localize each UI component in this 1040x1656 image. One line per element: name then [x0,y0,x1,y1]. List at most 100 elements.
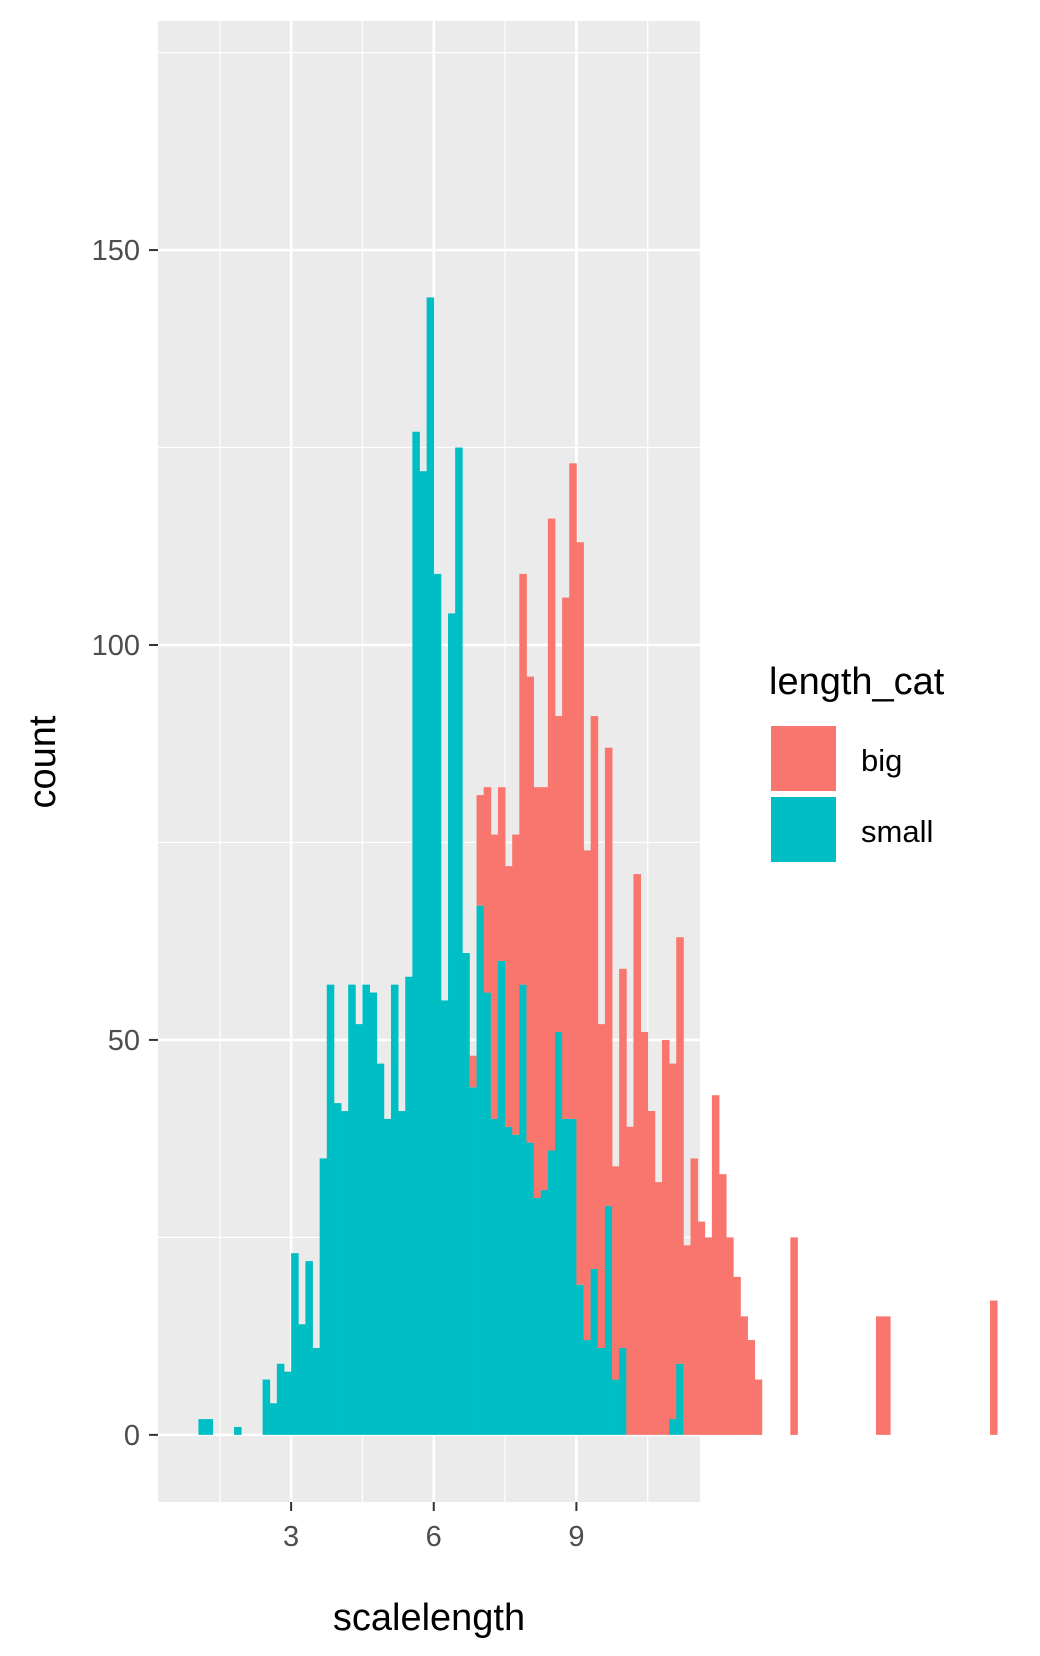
bar-big [711,1095,720,1435]
bar-big [519,573,527,985]
x-axis-title: scalelength [333,1597,525,1639]
bar-big [626,1126,634,1435]
bar-small [547,1150,556,1435]
bar-big [654,1182,663,1435]
bar-small [590,1268,599,1435]
y-tick-label: 50 [108,1025,140,1057]
bar-big [883,1316,891,1435]
legend: length_cat big small [769,661,945,862]
bar-big [497,787,506,961]
bar-big [505,866,513,1127]
y-axis-title: count [22,715,64,808]
bar-big [676,937,684,1364]
bar-small [305,1261,313,1435]
bar-small [476,905,485,1435]
bar-small [569,1118,577,1435]
bar-big [990,1300,998,1435]
bar-small [355,1024,363,1435]
bar-small [440,1000,449,1435]
bar-small [526,1142,534,1435]
bar-big [633,874,641,1435]
legend-swatch-big [771,726,836,791]
bar-small [326,984,335,1435]
bar-small [390,984,399,1435]
y-tick-label: 100 [92,630,140,662]
bar-small [376,1063,385,1435]
bar-big [612,1166,620,1380]
bar-small [198,1419,206,1435]
bar-small [262,1379,271,1435]
bar-small [490,1118,499,1435]
bar-big [554,716,563,1033]
bar-small [533,1197,542,1435]
bar-small [604,1205,613,1435]
legend-title: length_cat [769,661,945,703]
bar-small [512,1134,520,1435]
bar-small [619,1347,627,1435]
bar-big [754,1379,763,1435]
bar-big [476,795,485,906]
bar-small [269,1403,278,1435]
bar-big [747,1340,756,1435]
bar-small [669,1419,677,1435]
bar-small [462,953,470,1435]
bar-big [533,787,542,1198]
bar-small [540,1190,549,1435]
bar-big [726,1237,734,1435]
axes: 0 50 100 150 3 6 9 [92,235,585,1553]
bar-big [512,834,520,1135]
bar-big [490,834,499,1119]
bar-big [604,747,613,1206]
bar-big [669,1063,677,1420]
bar-small [576,1284,584,1435]
bar-small [433,573,442,1435]
bar-big [719,1174,727,1435]
bar-big [583,850,592,1341]
legend-label-big: big [861,743,902,778]
bar-big [576,542,584,1285]
bar-small [497,960,506,1435]
x-tick-label: 6 [426,1521,442,1553]
bar-big [569,463,577,1119]
bar-small [583,1340,592,1435]
histogram-bars [198,297,998,1435]
bar-big [704,1237,713,1435]
bar-big [740,1316,748,1435]
bar-small [333,1103,342,1435]
bar-small [291,1253,299,1435]
x-tick-label: 3 [283,1521,299,1553]
bar-small [362,984,370,1435]
bar-small [448,613,456,1435]
legend-swatch-small [771,797,836,862]
bar-big [683,1245,691,1435]
bar-small [283,1371,292,1435]
bar-small [562,1118,570,1435]
bar-big [483,787,492,993]
bar-big [647,1111,656,1435]
bar-small [519,984,527,1435]
bar-big [790,1237,798,1435]
bar-big [597,1024,606,1348]
bar-big [619,968,627,1348]
y-tick-label: 150 [92,235,140,267]
bar-small [312,1347,321,1435]
bar-small [676,1363,684,1435]
x-tick-label: 9 [568,1521,584,1553]
bar-small [455,447,463,1435]
bar-small [369,992,378,1435]
bar-small [419,471,428,1435]
bar-small [298,1324,306,1435]
bar-small [612,1379,620,1435]
bar-small [405,976,413,1435]
bar-big [640,1032,649,1435]
bar-small [205,1419,214,1435]
legend-label-small: small [861,814,933,849]
bar-small [469,1087,477,1435]
bar-small [276,1363,285,1435]
bar-big [562,597,570,1119]
bar-big [547,518,556,1151]
bar-big [697,1221,706,1435]
bar-big [469,1055,477,1088]
bar-small [426,297,435,1435]
